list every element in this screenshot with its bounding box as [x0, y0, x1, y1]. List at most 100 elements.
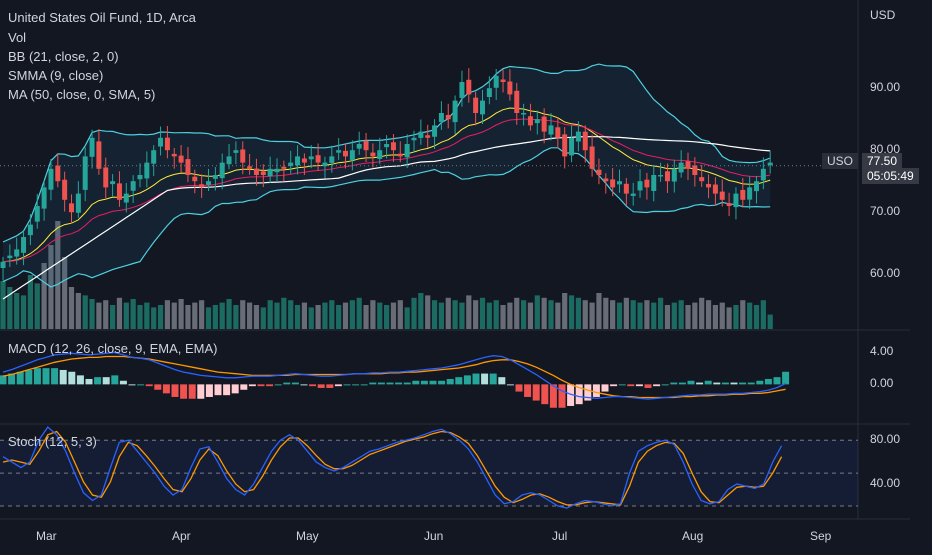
macd-histogram-bar — [721, 382, 729, 385]
macd-histogram-bar — [343, 384, 351, 386]
volume-bar — [27, 275, 33, 329]
volume-bar — [404, 307, 410, 329]
macd-histogram-bar — [644, 384, 652, 388]
chart-title: United States Oil Fund, 1D, Arca — [8, 10, 196, 25]
candle-body — [480, 100, 485, 115]
volume-bar — [452, 300, 458, 329]
candle-body — [82, 156, 88, 190]
macd-tick-label: 0.00 — [870, 376, 894, 391]
candle-body — [247, 166, 253, 169]
price-tag: 77.50 — [862, 153, 903, 169]
macd-histogram-bar — [403, 382, 411, 385]
candle-body — [349, 150, 355, 160]
volume-bar — [671, 302, 677, 329]
candle-body — [712, 184, 718, 194]
candle-body — [34, 206, 40, 222]
candle-body — [651, 175, 657, 191]
macd-histogram-bar — [713, 382, 721, 385]
time-tick-label: Jul — [552, 529, 568, 543]
candle-body — [356, 144, 362, 149]
volume-bar — [294, 305, 301, 329]
candle-body — [432, 125, 438, 137]
candle-body — [596, 169, 602, 175]
candle-body — [96, 141, 102, 169]
candle-body — [103, 167, 109, 188]
macd-histogram-bar — [162, 384, 170, 394]
volume-bar — [390, 302, 397, 329]
candle-body — [151, 150, 157, 164]
volume-bar — [75, 293, 81, 329]
candle-body — [527, 116, 533, 126]
macd-histogram-bar — [42, 368, 50, 385]
volume-bar — [288, 300, 294, 329]
legend-macd: MACD (12, 26, close, 9, EMA, EMA) — [8, 341, 218, 356]
macd-line — [2, 351, 786, 400]
candle-body — [445, 114, 451, 120]
volume-bar — [466, 295, 472, 329]
macd-histogram-bar — [180, 384, 188, 399]
volume-bar — [89, 299, 95, 329]
candle-body — [438, 113, 444, 122]
volume-bar — [34, 283, 40, 329]
macd-histogram-bar — [420, 380, 428, 385]
macd-histogram-bar — [678, 382, 686, 385]
macd-histogram-bar — [429, 380, 437, 385]
macd-histogram-bar — [119, 380, 127, 385]
macd-histogram-bar — [360, 384, 368, 386]
macd-histogram-bar — [274, 384, 282, 386]
macd-histogram-bar — [463, 375, 471, 385]
stoch-tick-label: 80.00 — [870, 432, 901, 447]
candle-body — [548, 125, 554, 135]
legend-vol: Vol — [8, 30, 27, 45]
volume-bar — [164, 300, 170, 329]
candle-body — [521, 113, 527, 115]
volume-bar — [493, 300, 499, 329]
candle-body — [760, 168, 766, 181]
time-tick-label: May — [296, 529, 319, 543]
legend-bb: BB (21, close, 2, 0) — [8, 49, 119, 64]
volume-bar — [103, 300, 109, 329]
volume-bar — [336, 305, 342, 329]
candle-body — [452, 100, 458, 123]
volume-bar — [377, 302, 383, 329]
macd-histogram-bar — [438, 380, 446, 385]
candle-body — [253, 168, 259, 175]
candle-body — [295, 156, 301, 166]
volume-bar — [20, 295, 27, 329]
volume-bar — [301, 302, 307, 329]
time-tick-label: Apr — [172, 529, 191, 543]
volume-bar — [514, 297, 520, 329]
volume-bar — [384, 305, 390, 329]
candle-body — [486, 88, 492, 97]
legend-smma: SMMA (9, close) — [8, 68, 104, 83]
volume-bar — [616, 302, 623, 329]
volume-bar — [212, 305, 218, 329]
symbol-tag: USO — [822, 153, 859, 169]
candle-body — [219, 162, 225, 179]
volume-bar — [527, 302, 534, 329]
macd-histogram-bar — [395, 382, 403, 385]
macd-histogram-bar — [317, 384, 325, 388]
macd-histogram-bar — [661, 384, 669, 386]
volume-bar — [664, 305, 671, 329]
volume-bar — [541, 297, 547, 329]
candle-body — [363, 140, 369, 151]
candle-body — [329, 156, 335, 163]
volume-bar — [137, 305, 143, 329]
macd-histogram-bar — [481, 373, 489, 385]
macd-histogram-bar — [300, 384, 308, 386]
volume-bar — [445, 297, 451, 329]
volume-bar — [486, 302, 492, 329]
volume-bar — [589, 302, 595, 329]
candle-body — [178, 155, 184, 163]
candle-body — [733, 193, 739, 208]
volume-bar — [62, 257, 68, 329]
macd-histogram-bar — [231, 384, 239, 394]
volume-bar — [267, 300, 273, 329]
volume-bar — [41, 263, 47, 329]
candle-body — [692, 165, 698, 175]
volume-bar — [582, 300, 588, 329]
volume-bar — [699, 297, 705, 329]
